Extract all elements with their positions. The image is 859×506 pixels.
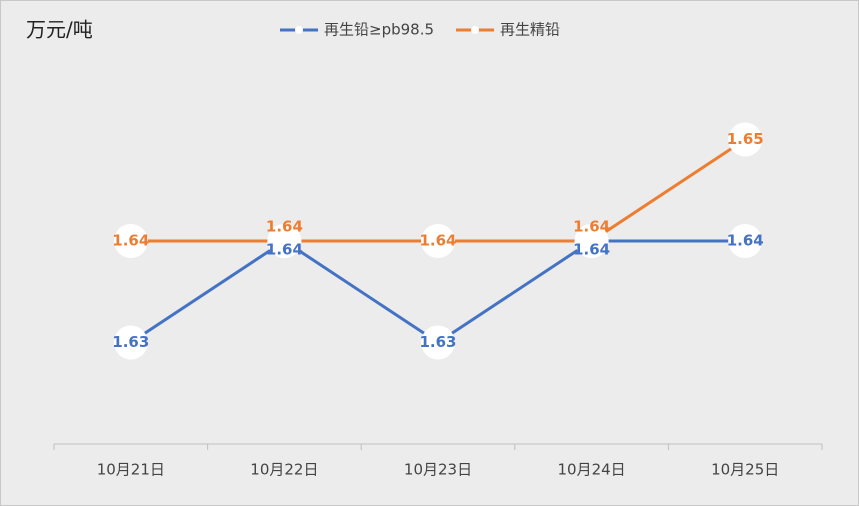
legend-label: 再生精铅 (500, 21, 560, 39)
marker (113, 325, 148, 360)
x-tick-label: 10月24日 (558, 461, 626, 479)
marker (421, 224, 455, 258)
marker (267, 224, 302, 258)
legend-marker (295, 26, 303, 34)
data-label: 1.64 (419, 232, 456, 250)
marker (113, 224, 148, 258)
marker (574, 224, 609, 258)
marker (421, 325, 455, 360)
x-tick-label: 10月21日 (97, 461, 165, 479)
x-tick-label: 10月22日 (250, 461, 318, 479)
legend-marker (471, 26, 480, 34)
legend-label: 再生铅≥pb98.5 (324, 21, 434, 39)
data-label: 1.64 (573, 241, 610, 259)
marker (728, 122, 763, 157)
data-label: 1.64 (266, 241, 303, 259)
x-tick-label: 10月23日 (404, 461, 472, 479)
data-label: 1.64 (112, 232, 149, 250)
x-tick-label: 10月25日 (711, 461, 779, 479)
data-label: 1.63 (419, 333, 456, 351)
data-label: 1.64 (266, 218, 303, 236)
data-label: 1.64 (573, 218, 610, 236)
data-label: 1.65 (727, 130, 764, 148)
data-label: 1.64 (727, 232, 764, 250)
data-label: 1.63 (112, 333, 149, 351)
marker (728, 224, 763, 258)
chart-title: 万元/吨 (26, 18, 93, 42)
